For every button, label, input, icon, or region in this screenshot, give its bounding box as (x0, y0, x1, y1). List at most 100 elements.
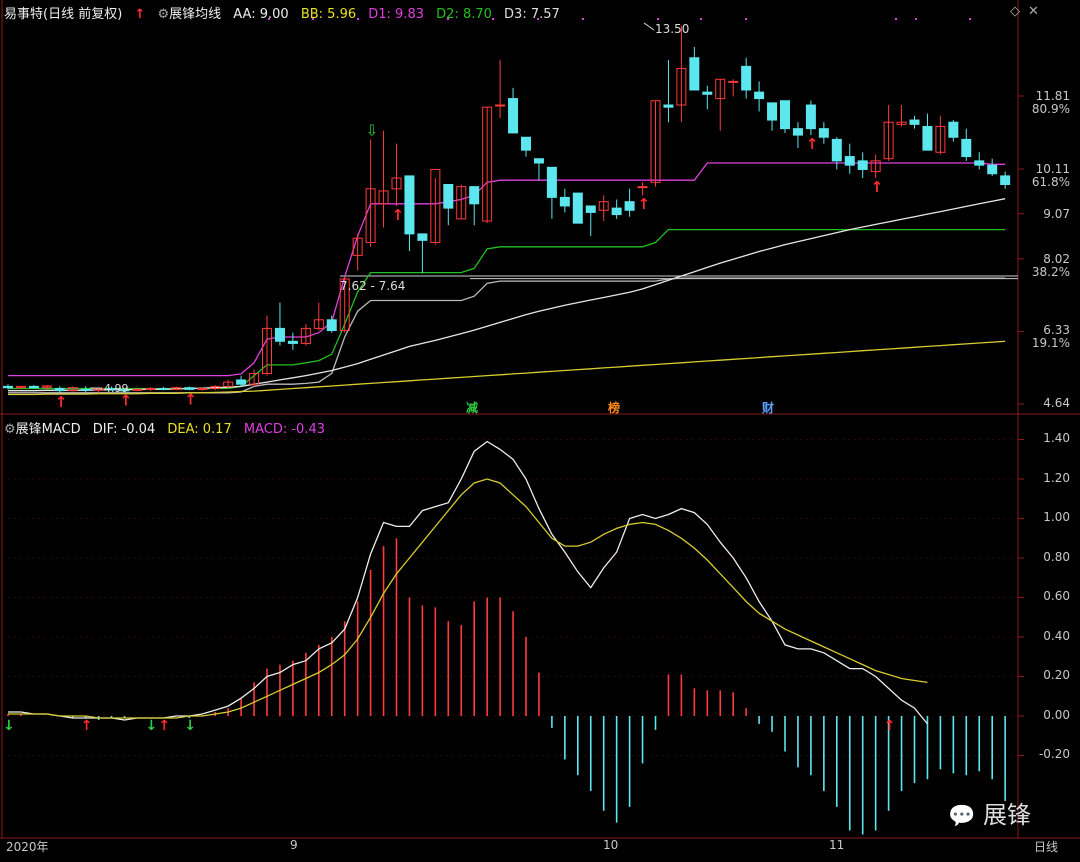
close-icon[interactable]: ✕ (1028, 4, 1039, 19)
candle-body (223, 381, 234, 387)
gear-icon[interactable]: ⚙ (4, 422, 16, 437)
toolbar: ◇ ✕ (1010, 4, 1047, 19)
candle-body (249, 373, 260, 385)
indicator-name[interactable]: 展锋均线 (169, 7, 222, 22)
candle-body (326, 319, 337, 332)
marker-dot (447, 18, 449, 20)
sell-arrow-icon: ⇩ (366, 121, 379, 139)
candle-body (909, 119, 920, 125)
macd-axis-label: 0.20 (1043, 668, 1070, 682)
event-tag-ranking[interactable]: 榜 (608, 401, 621, 415)
marker-dot (895, 18, 897, 20)
sell-arrow-icon: ↓ (145, 718, 157, 734)
wechat-logo: 💬 展锋 (948, 795, 1031, 830)
candle-body (780, 100, 790, 130)
candle-body (546, 166, 557, 198)
candle-body (15, 385, 26, 389)
candle-body (41, 385, 52, 388)
stock-symbol[interactable]: 易事特 (4, 7, 44, 22)
d1-value: D1: 9.83 (368, 7, 425, 22)
ma-line (8, 340, 1006, 396)
candle-body (262, 327, 272, 375)
candle-body (28, 385, 39, 389)
candle-body (287, 340, 298, 344)
top-header: 易事特(日线 前复权) ↑ ⚙展锋均线 AA: 9.00 BB: 5.96 D1… (4, 3, 568, 22)
candle-body (792, 128, 803, 136)
candle-body (689, 57, 700, 91)
candle-body (404, 175, 415, 235)
buy-arrow-icon: ↑ (871, 178, 884, 196)
period-label[interactable]: (日线 前复权) (43, 7, 123, 22)
high-annotation: 13.50 (655, 22, 690, 36)
candle-body (935, 125, 946, 153)
candle-body (533, 158, 544, 164)
candle-body (624, 201, 635, 211)
candle-body (365, 188, 376, 243)
candle-body (831, 138, 842, 162)
event-tag-finance[interactable]: 财 (762, 401, 775, 415)
candle-body (663, 104, 674, 108)
marker-dot (357, 18, 359, 20)
candle-body (844, 156, 855, 166)
low-annotation: 4.99 (104, 382, 129, 395)
period-tab[interactable]: 日线 (1034, 840, 1059, 854)
candle-body (80, 388, 91, 391)
sell-arrow-icon: ↓ (3, 718, 15, 734)
macd-axis-label: 0.80 (1043, 550, 1070, 564)
candle-body (378, 190, 389, 205)
marker-dot (312, 18, 314, 20)
macd-axis-label: 1.00 (1043, 510, 1070, 524)
candle-body (715, 78, 726, 100)
time-axis-month: 11 (829, 838, 845, 852)
price-axis-label: 19.1% (1031, 336, 1070, 350)
signal-up-icon: ↑ (134, 7, 146, 22)
price-axis-label: 61.8% (1031, 175, 1070, 189)
candle-body (572, 192, 583, 224)
candle-body (313, 319, 324, 329)
d3-value: D3: 7.57 (504, 7, 560, 22)
macd-axis-label: 0.40 (1043, 629, 1070, 643)
range-annotation: 7.62 - 7.64 (340, 279, 406, 293)
d2-value: D2: 8.70 (436, 7, 492, 22)
candle-body (948, 121, 959, 138)
candle-body (197, 388, 208, 391)
candle-body (469, 186, 480, 205)
time-axis-month: 9 (290, 838, 298, 852)
price-axis-label: 11.81 (1035, 89, 1070, 103)
diamond-icon[interactable]: ◇ (1010, 4, 1020, 19)
marker-dot (745, 18, 747, 20)
candle-body (417, 233, 428, 241)
candle-body (1000, 175, 1011, 185)
event-tag-reduce[interactable]: 减 (466, 401, 479, 415)
macd-indicator-name[interactable]: 展锋MACD (15, 422, 81, 437)
candle-body (857, 160, 868, 170)
macd-header: ⚙展锋MACD DIF: -0.04 DEA: 0.17 MACD: -0.43 (4, 418, 333, 437)
marker-dot (492, 18, 494, 20)
candle-body (611, 207, 622, 216)
candle-body (676, 68, 687, 106)
marker-dot (700, 18, 702, 20)
candle-body (443, 183, 454, 209)
candle-body (741, 65, 752, 91)
macd-axis-label: 1.40 (1043, 431, 1070, 445)
candle-body (300, 327, 311, 344)
price-axis-label: 8.02 (1043, 252, 1070, 266)
candle-body (883, 121, 894, 160)
buy-arrow-icon: ↑ (158, 718, 170, 734)
wechat-icon: 💬 (948, 804, 976, 829)
marker-dot (582, 18, 584, 20)
candle-body (870, 160, 881, 173)
marker-dot (969, 18, 971, 20)
gear-icon[interactable]: ⚙ (157, 7, 170, 22)
price-axis-label: 9.07 (1043, 207, 1070, 221)
macd-axis-label: 0.00 (1043, 708, 1070, 722)
candle-body (974, 160, 985, 166)
aa-value: AA: 9.00 (233, 7, 289, 22)
candle-body (521, 136, 531, 151)
time-axis-month: 10 (603, 838, 619, 852)
price-axis-label: 80.9% (1031, 102, 1070, 116)
candle-body (805, 104, 816, 130)
